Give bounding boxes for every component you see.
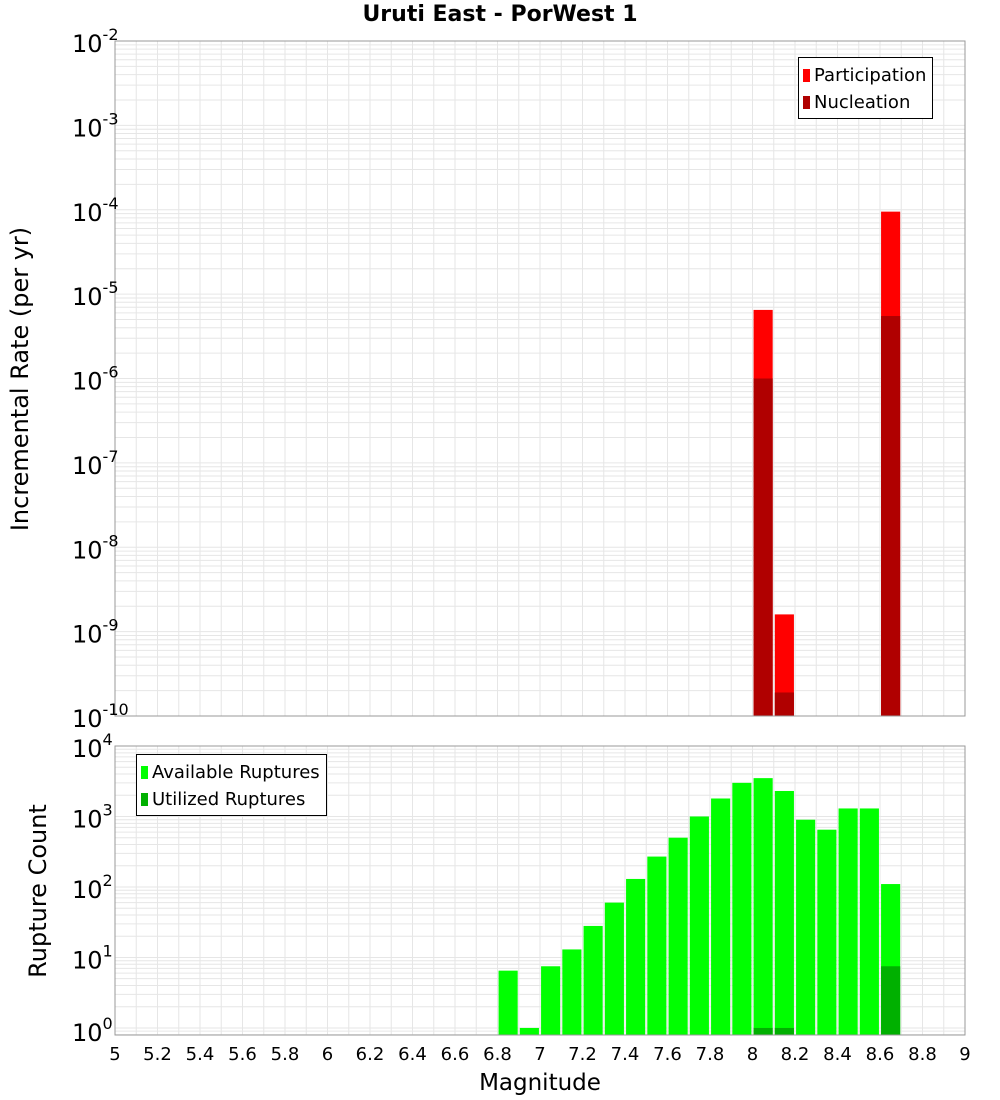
y-tick-label: 104 [72,730,113,763]
utilized-bar [774,1027,794,1035]
available-bar [541,966,561,1035]
utilized-bar [753,1027,773,1035]
plot-frame [114,745,966,1036]
x-tick-label: 8 [747,1044,758,1065]
x-tick-label: 6.6 [441,1044,470,1065]
available-bar [498,970,518,1035]
available-bar [711,798,731,1035]
x-tick-label: 6.2 [356,1044,385,1065]
nucleation-swatch [803,96,810,109]
utilized-swatch [141,793,148,806]
legend-item-participation: Participation [803,62,926,89]
participation-bar [774,614,794,716]
nucleation-bar [753,378,773,716]
legend-label: Participation [814,65,927,86]
x-tick-label: 6 [322,1044,333,1065]
bottom-y-axis-label: Rupture Count [24,804,52,978]
x-tick-label: 5.6 [228,1044,257,1065]
nucleation-bar [774,692,794,716]
legend-item-nucleation: Nucleation [803,89,926,116]
available-bar [732,782,752,1035]
available-bar [583,925,603,1035]
x-tick-label: 8.6 [866,1044,895,1065]
utilized-bar [881,966,901,1035]
x-tick-label: 9 [959,1044,970,1065]
x-tick-label: 6.8 [483,1044,512,1065]
legend-label: Nucleation [814,92,911,113]
available-bar [689,816,709,1035]
x-tick-label: 5 [109,1044,120,1065]
x-axis-label: Magnitude [479,1070,601,1096]
y-tick-label: 10-6 [72,363,119,396]
available-bar [647,856,667,1035]
chart-title: Uruti East - PorWest 1 [362,2,638,27]
available-bar [753,778,773,1035]
x-tick-label: 5.4 [186,1044,215,1065]
y-tick-label: 10-8 [72,531,119,564]
legend-label: Utilized Ruptures [152,789,306,810]
rate-panel: 10-2 10-3 10-4 10-5 10-6 10-7 10-8 10-9 10-10 [72,25,966,733]
available-bar [838,808,858,1035]
y-tick-label: 10-9 [72,616,119,649]
available-bar [859,808,879,1035]
y-tick-label: 102 [72,871,113,904]
top-y-axis-label: Incremental Rate (per yr) [6,227,34,531]
available-bar [668,837,688,1035]
available-bar [604,902,624,1035]
available-bar [796,819,816,1035]
x-tick-label: 8.2 [781,1044,810,1065]
y-tick-label: 10-10 [72,700,129,733]
legend-item-available: Available Ruptures [141,759,320,786]
x-tick-label: 5.8 [271,1044,300,1065]
available-bar [562,949,582,1035]
x-tick-label: 7.8 [696,1044,725,1065]
y-tick-label: 10-7 [72,447,119,480]
y-tick-label: 10-2 [72,25,119,58]
available-bar [817,829,837,1035]
y-tick-label: 103 [72,800,113,833]
x-tick-label: 7 [534,1044,545,1065]
nucleation-bar [881,316,901,716]
legend-item-utilized: Utilized Ruptures [141,786,320,813]
y-tick-label: 10-4 [72,194,119,227]
x-tick-label: 6.4 [398,1044,427,1065]
y-tick-label: 101 [72,941,113,974]
participation-swatch [803,69,810,82]
x-tick-label: 5.2 [143,1044,172,1065]
available-bar [519,1027,539,1035]
plot-frame [114,40,966,717]
available-bar [626,878,646,1035]
y-tick-label: 10-3 [72,109,119,142]
available-swatch [141,766,148,779]
count-legend: Available Ruptures Utilized Ruptures [136,754,327,816]
y-tick-label: 10-5 [72,278,119,311]
x-tick-label: 7.4 [611,1044,640,1065]
available-bar [774,790,794,1035]
rate-legend: Participation Nucleation [798,57,934,119]
x-tick-label: 8.4 [823,1044,852,1065]
y-tick-label: 100 [72,1014,113,1047]
x-tick-label: 7.6 [653,1044,682,1065]
x-tick-label: 7.2 [568,1044,597,1065]
x-tick-label: 8.8 [908,1044,937,1065]
legend-label: Available Ruptures [152,762,320,783]
